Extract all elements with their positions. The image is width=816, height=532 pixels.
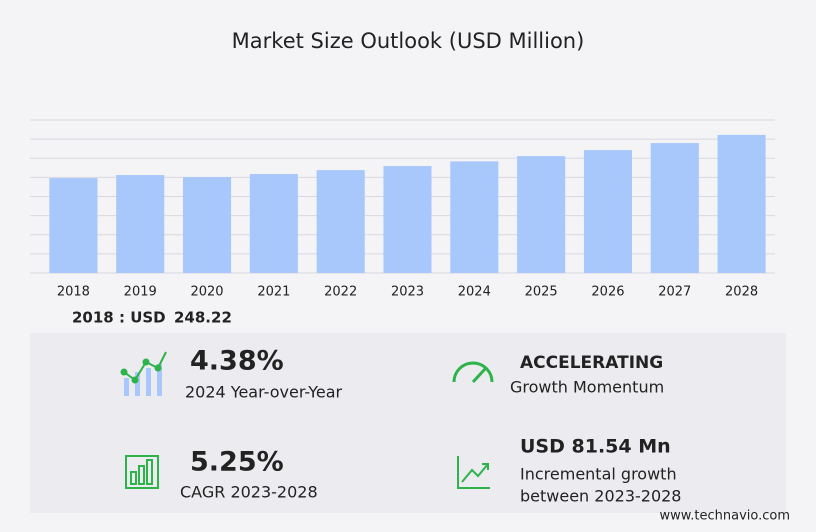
stat-value: 5.25% (190, 447, 284, 478)
x-tick-label: 2026 (591, 285, 624, 300)
yoy-icon (120, 351, 167, 396)
x-tick-label: 2018 (57, 285, 90, 300)
bar (517, 156, 566, 273)
bar (316, 170, 365, 273)
bar (450, 161, 499, 273)
stat-label: between 2023-2028 (520, 487, 681, 506)
bar (49, 178, 98, 273)
x-tick-label: 2022 (324, 285, 357, 300)
chart-title: Market Size Outlook (USD Million) (232, 29, 585, 53)
stat-label: 2024 Year-over-Year (185, 383, 343, 402)
stat-value: 4.38% (190, 346, 284, 377)
highlight-label: 2018 : USD (72, 309, 166, 327)
momentum-icon (452, 361, 494, 384)
footer: www.technavio.com (660, 509, 790, 524)
highlight-value: 248.22 (174, 309, 232, 327)
x-tick-label: 2019 (124, 285, 157, 300)
bar (583, 150, 633, 273)
incremental-icon (457, 456, 490, 489)
stat-label: Growth Momentum (510, 378, 664, 397)
bar (182, 177, 232, 273)
x-tick-label: 2021 (257, 285, 290, 300)
stat-value: USD 81.54 Mn (520, 436, 671, 458)
x-tick-label: 2028 (725, 285, 758, 300)
stat-label: Incremental growth (520, 465, 677, 484)
bar (249, 174, 298, 273)
x-tick-label: 2025 (525, 285, 558, 300)
bar (650, 143, 699, 273)
bar (717, 134, 766, 273)
cagr-icon (125, 455, 159, 489)
stat-value: ACCELERATING (520, 353, 663, 373)
x-tick-label: 2020 (190, 285, 223, 300)
bar (116, 175, 165, 273)
bar (383, 166, 432, 273)
stat-label: CAGR 2023-2028 (180, 483, 318, 502)
x-tick-label: 2027 (658, 285, 691, 300)
x-tick-label: 2024 (458, 285, 491, 300)
stats-panel (30, 333, 786, 513)
x-tick-label: 2023 (391, 285, 424, 300)
